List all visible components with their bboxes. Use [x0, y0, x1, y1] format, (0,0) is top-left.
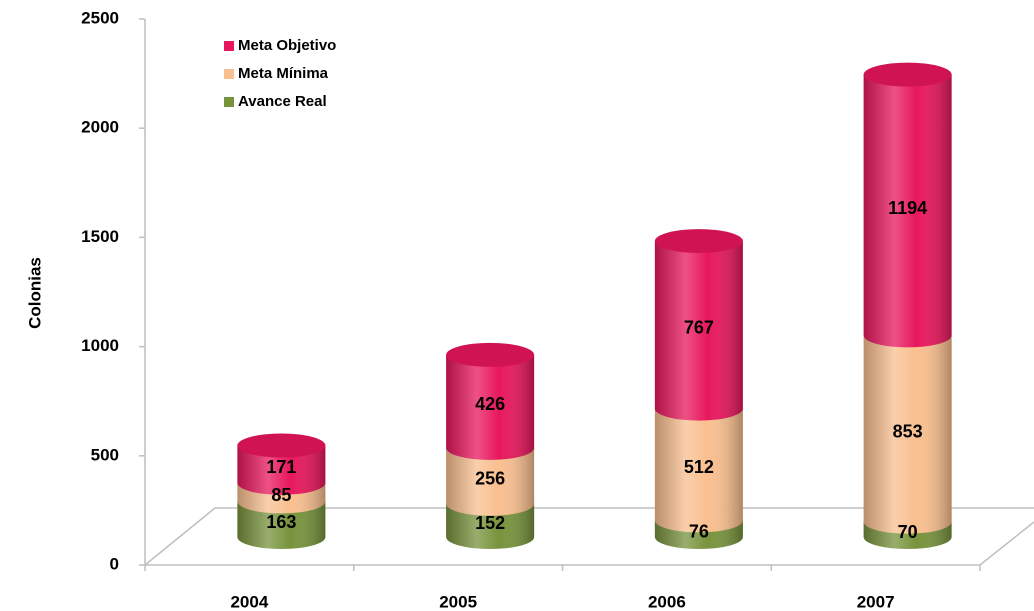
cylinder-top-shade [654, 229, 743, 254]
value-label: 70 [898, 522, 918, 542]
cylinder-shade [237, 445, 326, 495]
legend-label: Avance Real [238, 93, 327, 110]
cylinder-top [237, 433, 326, 458]
legend-swatch [224, 41, 234, 51]
cylinder-shade [446, 503, 535, 549]
y-axis-label: Colonias [25, 257, 44, 329]
value-label: 767 [684, 318, 714, 338]
cylinder-shade [237, 501, 326, 549]
cylinder-shade [446, 354, 535, 460]
legend-label: Meta Mínima [238, 65, 329, 82]
legend-swatch [224, 69, 234, 79]
legend-label: Meta Objetivo [238, 37, 336, 54]
y-tick-label: 500 [91, 445, 119, 464]
value-label: 171 [266, 457, 296, 477]
x-tick-label: 2004 [230, 592, 268, 611]
cylinder-shade [863, 335, 952, 534]
cylinder-top-shade [237, 433, 326, 458]
value-label: 152 [475, 513, 505, 533]
cylinder-shade [654, 241, 743, 421]
y-tick-label: 0 [110, 554, 119, 573]
cylinder-shade [654, 408, 743, 533]
cylinder-top-shade [446, 342, 535, 367]
x-tick-label: 2007 [857, 592, 895, 611]
value-label: 426 [475, 394, 505, 414]
cylinder-top-shade [863, 62, 952, 87]
cylinder-shade [446, 447, 535, 516]
value-label: 512 [684, 457, 714, 477]
x-tick-label: 2006 [648, 592, 686, 611]
cylinder-top [446, 342, 535, 367]
cylinder-top [863, 62, 952, 87]
value-label: 85 [271, 485, 291, 505]
y-tick-label: 2500 [81, 8, 119, 27]
y-tick-label: 2000 [81, 118, 119, 137]
cylinder-top [654, 229, 743, 254]
value-label: 256 [475, 469, 505, 489]
legend-swatch [224, 97, 234, 107]
value-label: 163 [266, 512, 296, 532]
y-tick-label: 1000 [81, 336, 119, 355]
cylinder-shade [863, 74, 952, 348]
value-label: 853 [893, 421, 923, 441]
y-tick-label: 1500 [81, 227, 119, 246]
x-tick-label: 2005 [439, 592, 477, 611]
value-label: 76 [689, 521, 709, 541]
value-label: 1194 [888, 198, 927, 218]
